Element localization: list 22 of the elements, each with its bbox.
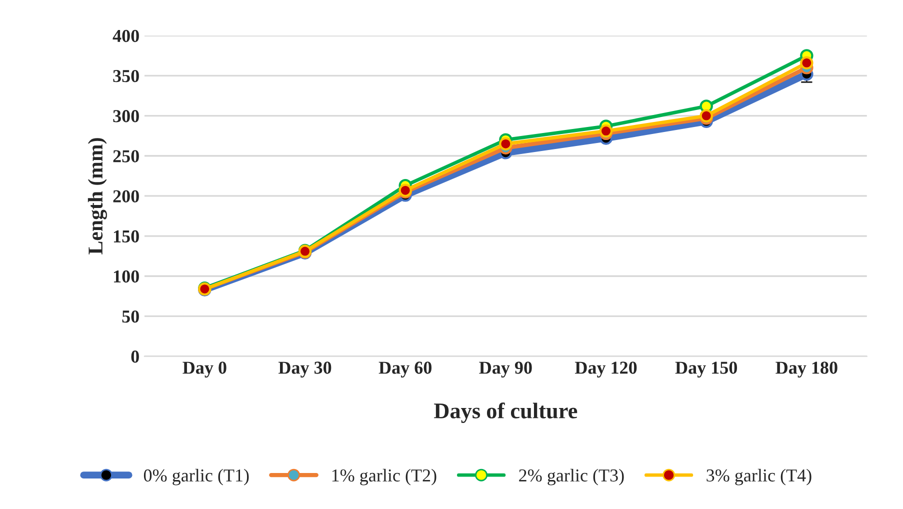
legend-label: 3% garlic (T4): [706, 468, 812, 486]
y-tick-label: 100: [114, 270, 139, 283]
y-tick-label: 400: [112, 30, 139, 42]
y-axis-title: Length (mm): [88, 138, 107, 254]
legend-label: 2% garlic (T3): [519, 468, 624, 486]
y-tick-label: 0: [131, 350, 139, 363]
x-axis-title: Days of culture: [434, 402, 578, 423]
y-tick-label: 150: [114, 230, 139, 242]
y-tick-label: 250: [113, 150, 139, 162]
y-tick-label: 200: [113, 190, 139, 202]
legend-label: 0% garlic (T1): [144, 468, 249, 486]
x-tick-label: Day 120: [574, 362, 637, 378]
x-tick-label: Day 0: [182, 362, 226, 378]
legend-label: 1% garlic (T2): [332, 468, 436, 486]
x-tick-label: Day 90: [479, 362, 532, 378]
x-tick-label: Day 150: [675, 362, 738, 378]
x-tick-label: Day 30: [278, 362, 332, 378]
x-tick-label: Day 60: [378, 362, 432, 378]
y-tick-label: 300: [113, 110, 139, 122]
y-tick-label: 50: [122, 310, 139, 323]
y-tick-label: 350: [113, 70, 139, 82]
x-tick-label: Day 180: [776, 362, 838, 378]
